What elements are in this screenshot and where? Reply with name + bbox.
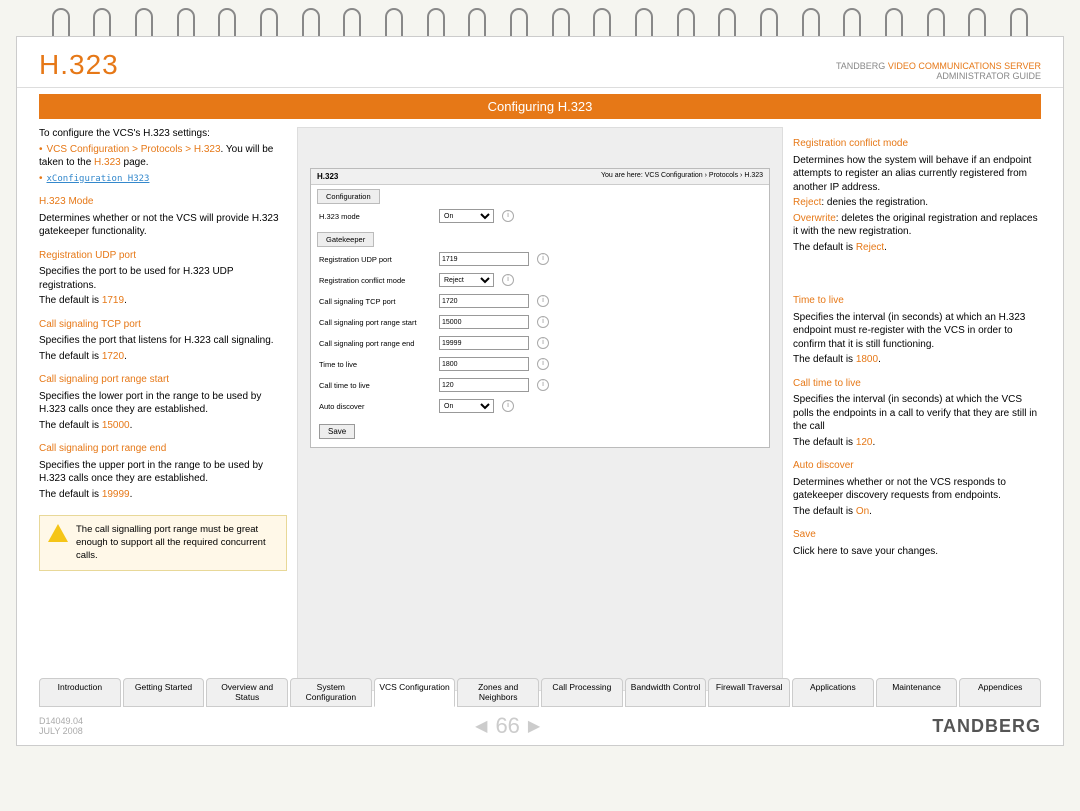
cttl-hdr: Call time to live — [793, 377, 1041, 391]
udp-port-hdr: Registration UDP port — [39, 249, 287, 263]
center-column: H.323 You are here: VCS Configuration › … — [297, 127, 783, 691]
nav-tab-firewall-traversal[interactable]: Firewall Traversal — [708, 678, 790, 707]
nav-tab-bandwidth-control[interactable]: Bandwidth Control — [625, 678, 707, 707]
range-start-hdr: Call signaling port range start — [39, 373, 287, 387]
info-icon[interactable]: i — [537, 316, 549, 328]
ss-udp-input[interactable] — [439, 252, 529, 266]
info-icon[interactable]: i — [502, 210, 514, 222]
info-icon[interactable]: i — [537, 379, 549, 391]
h323-mode-hdr: H.323 Mode — [39, 195, 287, 209]
nav-path-link[interactable]: VCS Configuration > Protocols > H.323 — [47, 144, 221, 155]
ss-save-button[interactable]: Save — [319, 424, 355, 439]
info-icon[interactable]: i — [502, 400, 514, 412]
section-banner: Configuring H.323 — [39, 94, 1041, 119]
auto-discover-hdr: Auto discover — [793, 459, 1041, 473]
tcp-port-hdr: Call signaling TCP port — [39, 318, 287, 332]
next-arrow-icon[interactable]: ▶ — [528, 716, 540, 736]
ss-breadcrumb: You are here: VCS Configuration › Protoc… — [601, 172, 763, 181]
ss-tcp-input[interactable] — [439, 294, 529, 308]
document-page: H.323 TANDBERG VIDEO COMMUNICATIONS SERV… — [16, 36, 1064, 746]
ttl-hdr: Time to live — [793, 294, 1041, 308]
info-icon[interactable]: i — [502, 274, 514, 286]
ss-tab-config[interactable]: Configuration — [317, 189, 380, 204]
info-icon[interactable]: i — [537, 358, 549, 370]
page-number: ◀ 66 ▶ — [475, 713, 540, 739]
ss-tab-gatekeeper[interactable]: Gatekeeper — [317, 232, 374, 247]
nav-tab-appendices[interactable]: Appendices — [959, 678, 1041, 707]
ss-rend-input[interactable] — [439, 336, 529, 350]
nav-tab-getting-started[interactable]: Getting Started — [123, 678, 205, 707]
right-column: Registration conflict mode Determines ho… — [793, 127, 1041, 691]
ss-mode-select[interactable]: On — [439, 209, 494, 223]
ss-auto-select[interactable]: On — [439, 399, 494, 413]
warning-icon — [48, 524, 68, 542]
nav-tabs: IntroductionGetting StartedOverview and … — [39, 678, 1041, 707]
doc-id: D14049.04 JULY 2008 — [39, 716, 83, 736]
ss-conflict-select[interactable]: Reject — [439, 273, 494, 287]
ss-title: H.323 — [317, 172, 338, 181]
page-title: H.323 — [39, 49, 119, 81]
info-icon[interactable]: i — [537, 337, 549, 349]
warning-box: The call signalling port range must be g… — [39, 515, 287, 571]
nav-tab-vcs-configuration[interactable]: VCS Configuration — [374, 678, 456, 707]
info-icon[interactable]: i — [537, 253, 549, 265]
spiral-binding — [0, 0, 1080, 36]
nav-tab-applications[interactable]: Applications — [792, 678, 874, 707]
left-column: To configure the VCS's H.323 settings: •… — [39, 127, 287, 691]
ss-ttl-input[interactable] — [439, 357, 529, 371]
content-area: To configure the VCS's H.323 settings: •… — [17, 119, 1063, 699]
footer: D14049.04 JULY 2008 ◀ 66 ▶ TANDBERG — [39, 713, 1041, 739]
xconfig-link[interactable]: xConfiguration H323 — [47, 174, 150, 184]
header: H.323 TANDBERG VIDEO COMMUNICATIONS SERV… — [17, 37, 1063, 88]
brand-logo: TANDBERG — [932, 716, 1041, 737]
ss-cttl-input[interactable] — [439, 378, 529, 392]
nav-tab-call-processing[interactable]: Call Processing — [541, 678, 623, 707]
header-brand: TANDBERG VIDEO COMMUNICATIONS SERVER ADM… — [836, 61, 1041, 81]
nav-tab-system-configuration[interactable]: System Configuration — [290, 678, 372, 707]
nav-tab-maintenance[interactable]: Maintenance — [876, 678, 958, 707]
nav-tab-introduction[interactable]: Introduction — [39, 678, 121, 707]
conflict-mode-hdr: Registration conflict mode — [793, 137, 1041, 151]
config-screenshot: H.323 You are here: VCS Configuration › … — [310, 168, 770, 448]
nav-tab-zones-and-neighbors[interactable]: Zones and Neighbors — [457, 678, 539, 707]
nav-tab-overview-and-status[interactable]: Overview and Status — [206, 678, 288, 707]
save-hdr: Save — [793, 528, 1041, 542]
ss-rstart-input[interactable] — [439, 315, 529, 329]
info-icon[interactable]: i — [537, 295, 549, 307]
prev-arrow-icon[interactable]: ◀ — [475, 716, 487, 736]
range-end-hdr: Call signaling port range end — [39, 442, 287, 456]
